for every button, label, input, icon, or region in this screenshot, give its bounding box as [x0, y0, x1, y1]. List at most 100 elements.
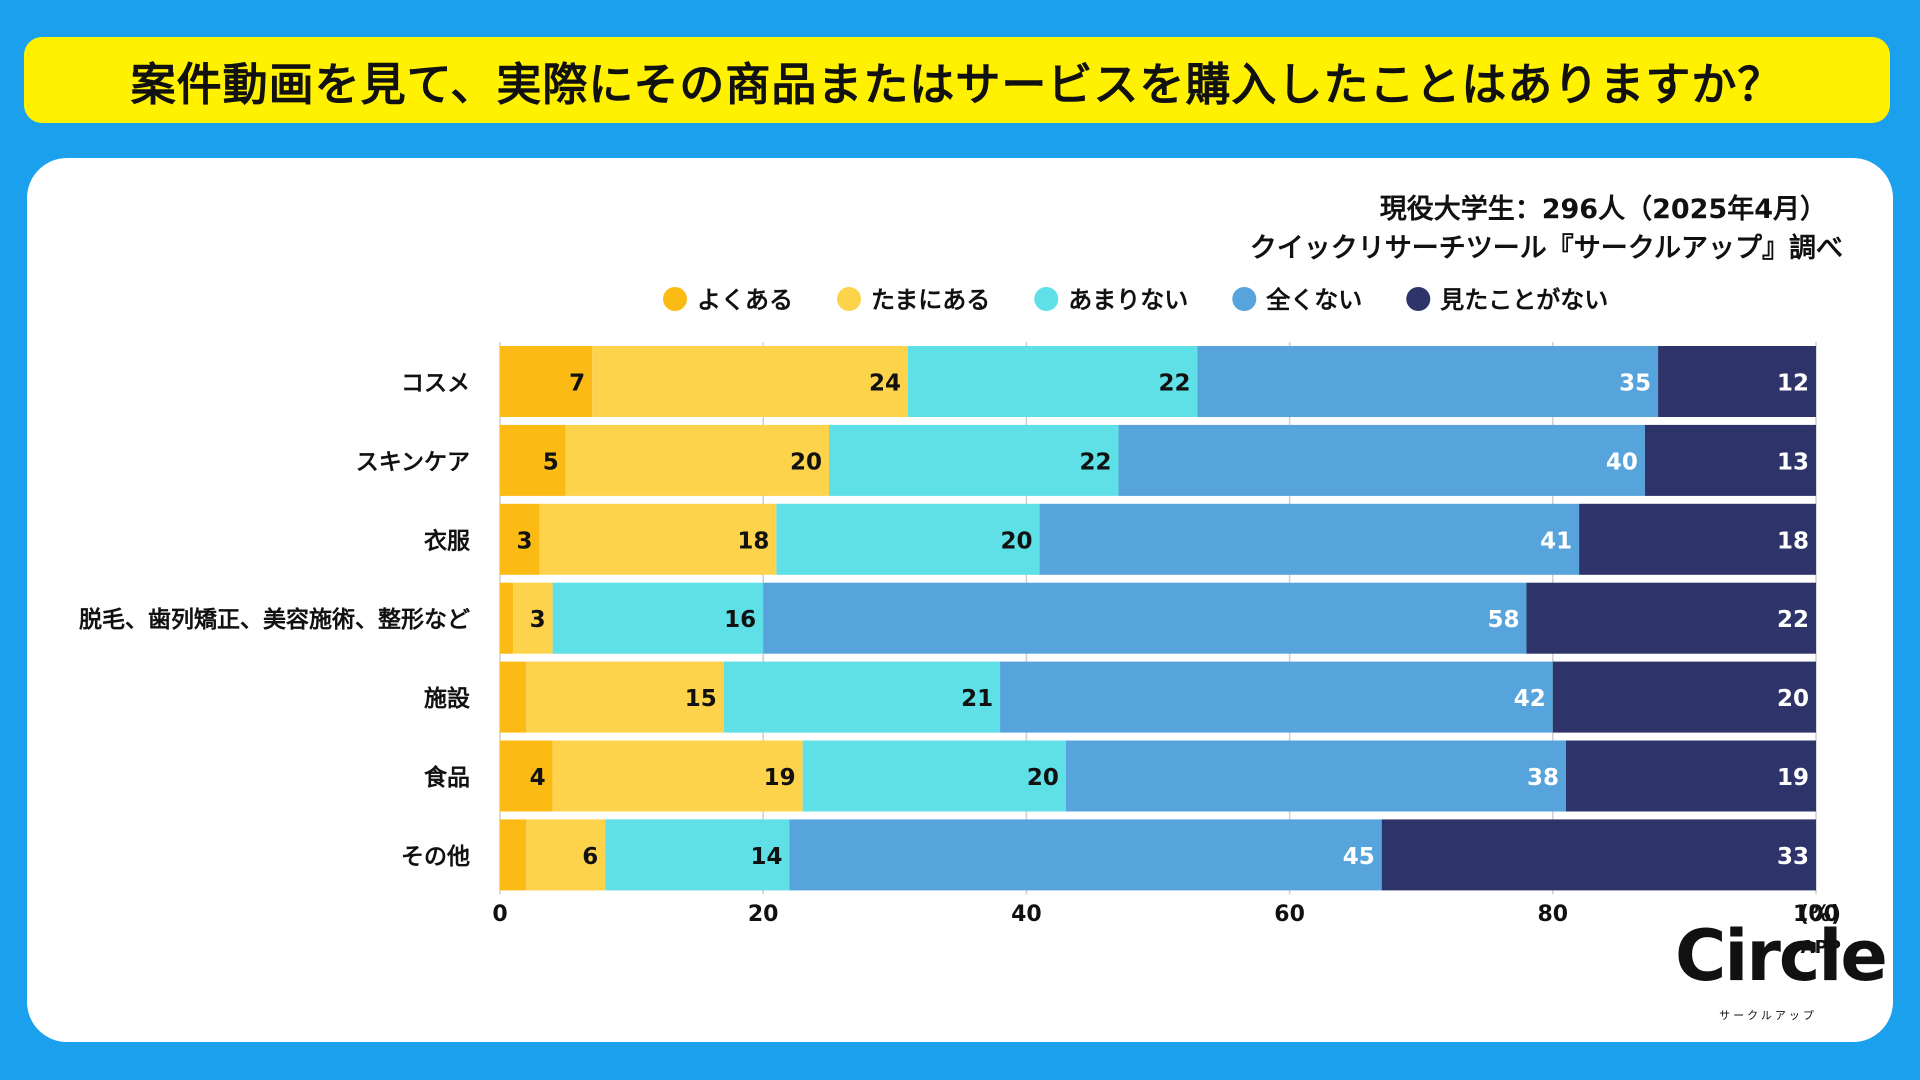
bar-value-label: 20 — [790, 449, 822, 475]
x-tick-label: 60 — [1274, 902, 1305, 927]
bar-segment — [1644, 424, 1816, 496]
bar-segment — [500, 661, 527, 733]
legend: よくある たまにある あまりない 全くない 見たことがない — [663, 286, 1608, 314]
category-label: コスメ — [401, 371, 470, 397]
bar-segment — [802, 740, 1066, 812]
bar-value-label: 13 — [1777, 449, 1809, 475]
bar-segment — [776, 503, 1040, 575]
bar-segment — [1552, 661, 1816, 733]
bar-value-label: 12 — [1777, 371, 1809, 397]
bar-segment — [1579, 503, 1816, 575]
bar-segment — [1526, 582, 1816, 654]
bar-value-label: 42 — [1514, 686, 1546, 712]
bar-value-label: 16 — [724, 607, 756, 633]
bar-value-label: 20 — [1001, 528, 1033, 554]
bar-segment — [565, 424, 829, 496]
bar-segment — [500, 346, 593, 417]
bar-segment — [1000, 661, 1553, 733]
legend-swatch — [837, 287, 861, 311]
bar-segment — [789, 819, 1382, 891]
bar-segment — [1197, 346, 1659, 417]
bar-value-label: 22 — [1158, 371, 1190, 397]
category-label: 衣服 — [424, 527, 471, 554]
bar-segment — [1565, 740, 1816, 812]
bar-value-label: 40 — [1606, 449, 1638, 475]
bar-value-label: 7 — [569, 371, 585, 397]
bar-value-label: 14 — [751, 844, 783, 870]
legend-label: 見たことがない — [1440, 286, 1608, 314]
bar-segment — [907, 346, 1198, 417]
category-label: スキンケア — [356, 449, 470, 475]
legend-label: よくある — [697, 286, 793, 314]
bar-value-label: 35 — [1619, 371, 1651, 397]
legend-swatch — [663, 287, 687, 311]
bar-segment — [526, 661, 724, 733]
x-tick-label: 0 — [492, 902, 507, 927]
bar-value-label: 3 — [516, 528, 532, 554]
bar-value-label: 3 — [530, 607, 546, 633]
bar-value-label: 18 — [737, 528, 769, 554]
bar-segment — [552, 582, 764, 654]
legend-label: たまにある — [871, 286, 990, 314]
bar-value-label: 22 — [1080, 449, 1112, 475]
bar-value-label: 20 — [1027, 765, 1059, 791]
legend-swatch — [1034, 287, 1059, 311]
bar-value-label: 19 — [764, 765, 796, 791]
bar-segment — [1658, 346, 1816, 417]
page-title: 案件動画を見て、実際にその商品またはサービスを購入したことはありますか？ — [130, 57, 1784, 111]
bar-segment — [500, 819, 527, 891]
bar-segment — [539, 503, 777, 575]
bar-value-label: 21 — [961, 686, 993, 712]
x-tick-label: 20 — [748, 902, 779, 927]
bar-value-label: 6 — [582, 844, 598, 870]
bar-segment — [1118, 424, 1645, 496]
bar-segment — [552, 740, 803, 812]
bar-value-label: 15 — [685, 686, 717, 712]
x-tick-label: 40 — [1011, 902, 1042, 927]
bar-segment — [500, 424, 566, 496]
bar-value-label: 20 — [1777, 686, 1809, 712]
x-tick-label: 80 — [1537, 902, 1568, 927]
bar-segment — [500, 740, 553, 812]
bar-value-label: 22 — [1777, 607, 1809, 633]
bar-segment — [500, 582, 514, 654]
legend-swatch — [1232, 287, 1257, 311]
category-label: 食品 — [424, 764, 470, 791]
bar-value-label: 18 — [1777, 528, 1809, 554]
x-axis-ticks: 0 20 40 60 80 100 — [492, 902, 1839, 927]
bar-segment — [513, 582, 553, 654]
logo-sub-text: サークルアップ — [1719, 1009, 1817, 1022]
x-tick-label: 100 — [1793, 902, 1839, 927]
x-axis-unit: (%) — [1799, 902, 1841, 927]
bar-value-label: 5 — [543, 449, 559, 475]
circle-app-logo: Circle APP サークルアップ — [1675, 915, 1888, 1022]
bar-segment — [500, 503, 540, 575]
category-label: その他 — [401, 844, 470, 870]
bar-value-label: 38 — [1527, 765, 1559, 791]
legend-label: 全くない — [1265, 286, 1362, 314]
bar-segment — [723, 661, 1001, 733]
source-line-2: クイックリサーチツール『サークルアップ』調べ — [1250, 232, 1843, 264]
bar-segment — [829, 424, 1119, 496]
bar-segment — [1039, 503, 1580, 575]
bar-value-label: 4 — [530, 765, 546, 791]
chart-panel: 現役大学生：296人（2025年4月） クイックリサーチツール『サークルアップ』… — [27, 158, 1893, 1042]
bar-segment — [605, 819, 790, 891]
title-banner: 案件動画を見て、実際にその商品またはサービスを購入したことはありますか？ — [24, 37, 1890, 123]
bar-value-label: 33 — [1777, 844, 1809, 870]
bar-value-label: 58 — [1487, 607, 1519, 633]
category-label: 施設 — [424, 685, 471, 712]
bar-value-label: 45 — [1343, 844, 1375, 870]
category-label: 脱毛、歯列矯正、美容施術、整形など — [79, 606, 470, 633]
bar-value-label: 19 — [1777, 765, 1809, 791]
bar-segment — [526, 819, 606, 891]
stacked-bar-chart: 現役大学生：296人（2025年4月） クイックリサーチツール『サークルアップ』… — [79, 193, 1888, 1022]
source-line-1: 現役大学生：296人（2025年4月） — [1380, 193, 1827, 225]
bar-segment — [592, 346, 908, 417]
bar-segment — [1065, 740, 1566, 812]
logo-main-text: Circle — [1675, 915, 1886, 997]
legend-label: あまりない — [1068, 286, 1188, 314]
legend-swatch — [1406, 287, 1431, 311]
